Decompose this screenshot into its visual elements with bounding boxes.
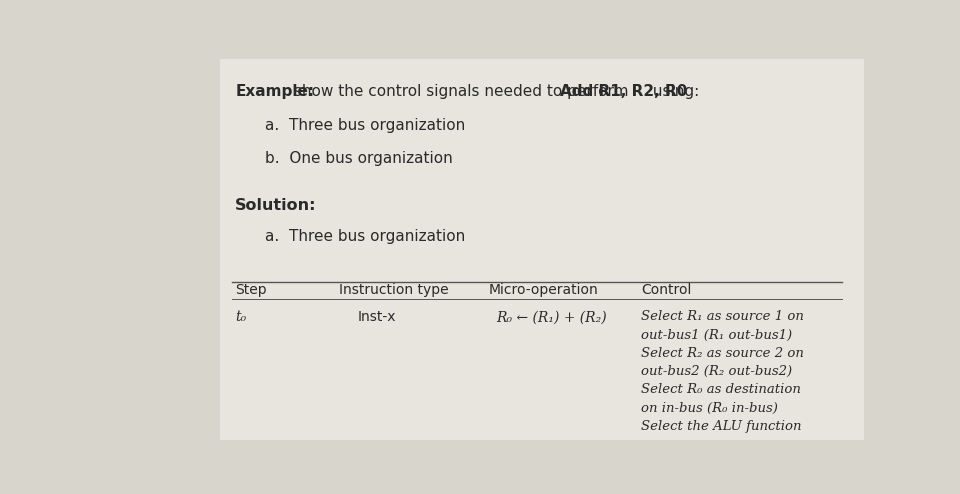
Text: Example:: Example:	[235, 84, 315, 99]
Text: Step: Step	[235, 284, 267, 297]
Text: a.  Three bus organization: a. Three bus organization	[265, 118, 466, 133]
Text: Micro-operation: Micro-operation	[489, 284, 598, 297]
Text: Select R₁ as source 1 on: Select R₁ as source 1 on	[641, 310, 804, 324]
Text: out-bus1 (R₁ out-bus1): out-bus1 (R₁ out-bus1)	[641, 329, 792, 341]
Text: out-bus2 (R₂ out-bus2): out-bus2 (R₂ out-bus2)	[641, 365, 792, 378]
Text: on in-bus (R₀ in-bus): on in-bus (R₀ in-bus)	[641, 402, 778, 414]
Text: Solution:: Solution:	[235, 198, 317, 213]
Text: Control: Control	[641, 284, 691, 297]
Text: show the control signals needed to perform: show the control signals needed to perfo…	[289, 84, 634, 99]
Text: b.  One bus organization: b. One bus organization	[265, 151, 453, 165]
Text: Add R1, R2, R0: Add R1, R2, R0	[561, 84, 687, 99]
Bar	[221, 59, 864, 440]
Text: using:: using:	[648, 84, 700, 99]
Text: t₀: t₀	[235, 310, 247, 325]
Text: a.  Three bus organization: a. Three bus organization	[265, 229, 466, 244]
Text: Select the ALU function: Select the ALU function	[641, 420, 802, 433]
Text: Select R₂ as source 2 on: Select R₂ as source 2 on	[641, 347, 804, 360]
Text: R₀ ← (R₁) + (R₂): R₀ ← (R₁) + (R₂)	[495, 310, 607, 325]
Text: Select R₀ as destination: Select R₀ as destination	[641, 383, 801, 396]
Text: Instruction type: Instruction type	[340, 284, 449, 297]
Text: Inst-x: Inst-x	[358, 310, 396, 325]
